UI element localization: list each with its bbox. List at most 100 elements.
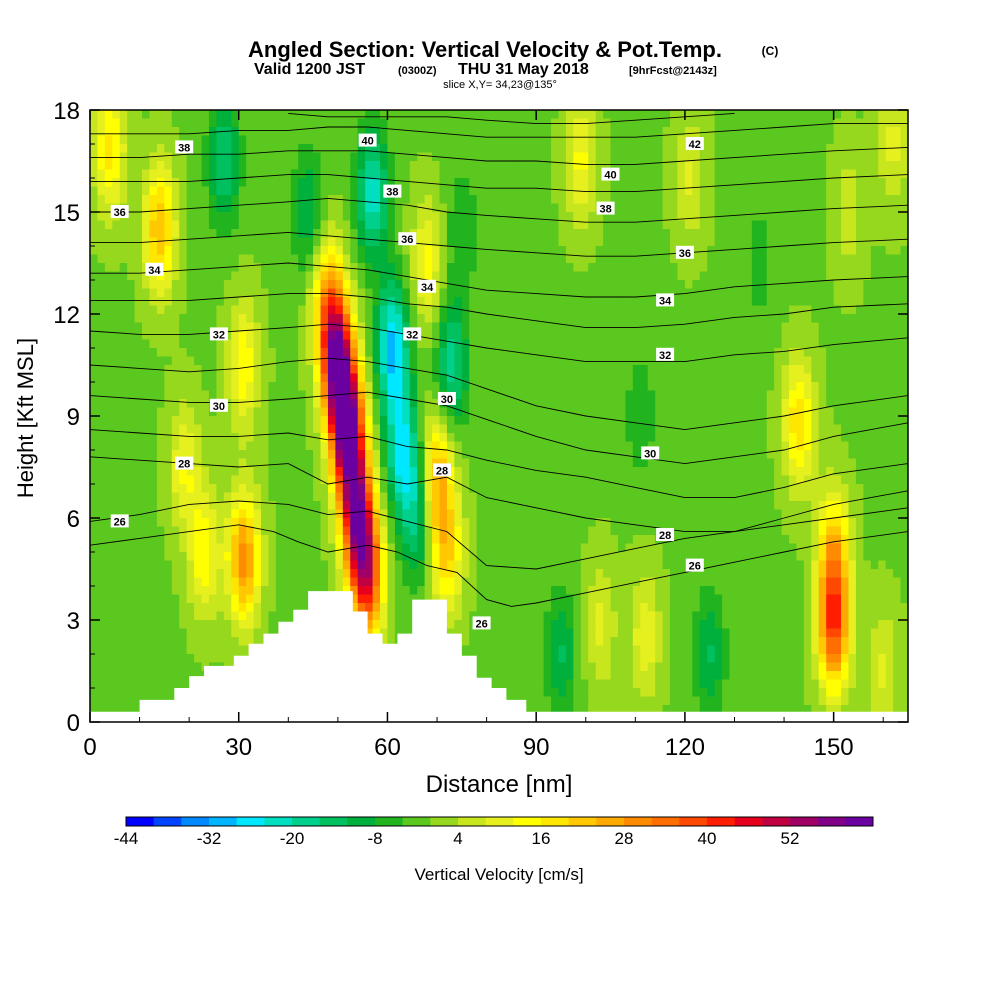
velocity-cell — [231, 365, 240, 375]
velocity-cell — [454, 518, 463, 528]
velocity-cell — [313, 484, 322, 494]
velocity-cell — [179, 229, 188, 239]
velocity-cell — [387, 467, 396, 477]
velocity-cell — [104, 671, 113, 681]
velocity-cell — [194, 220, 203, 230]
velocity-cell — [104, 152, 113, 162]
velocity-cell — [506, 433, 515, 443]
velocity-cell — [134, 433, 143, 443]
velocity-cell — [149, 161, 158, 171]
velocity-cell — [134, 484, 143, 494]
heatmap-field — [90, 110, 908, 722]
velocity-cell — [446, 501, 455, 511]
velocity-cell — [461, 535, 470, 545]
velocity-cell — [97, 492, 106, 502]
velocity-cell — [156, 688, 165, 698]
velocity-cell — [551, 314, 560, 324]
velocity-cell — [387, 203, 396, 213]
velocity-cell — [149, 535, 158, 545]
velocity-cell — [142, 271, 151, 281]
velocity-cell — [350, 169, 359, 179]
velocity-cell — [283, 348, 292, 358]
velocity-cell — [573, 526, 582, 536]
velocity-cell — [97, 118, 106, 128]
velocity-cell — [201, 416, 210, 426]
velocity-cell — [350, 586, 359, 596]
velocity-cell — [194, 492, 203, 502]
velocity-cell — [208, 348, 218, 358]
velocity-cell — [320, 135, 329, 145]
velocity-cell — [506, 297, 515, 307]
velocity-cell — [573, 237, 582, 247]
velocity-cell — [194, 271, 203, 281]
velocity-cell — [588, 645, 597, 655]
velocity-cell — [439, 339, 448, 349]
velocity-cell — [454, 620, 463, 630]
velocity-cell — [558, 501, 567, 511]
velocity-cell — [551, 543, 560, 553]
velocity-cell — [186, 569, 195, 579]
velocity-cell — [469, 178, 478, 188]
velocity-cell — [112, 365, 121, 375]
velocity-cell — [201, 637, 210, 647]
velocity-cell — [543, 135, 552, 145]
velocity-cell — [119, 441, 128, 451]
velocity-cell — [156, 144, 165, 154]
velocity-cell — [350, 331, 359, 341]
velocity-cell — [565, 501, 574, 511]
velocity-cell — [417, 229, 426, 239]
velocity-cell — [313, 271, 322, 281]
velocity-cell — [439, 263, 448, 273]
velocity-cell — [588, 509, 597, 519]
velocity-cell — [298, 475, 307, 485]
velocity-cell — [119, 365, 128, 375]
velocity-cell — [142, 314, 151, 324]
velocity-cell — [275, 535, 284, 545]
velocity-cell — [543, 382, 552, 392]
velocity-cell — [588, 186, 597, 196]
velocity-cell — [558, 484, 567, 494]
velocity-cell — [275, 450, 284, 460]
velocity-cell — [164, 118, 173, 128]
velocity-cell — [372, 246, 381, 256]
velocity-cell — [603, 152, 612, 162]
velocity-cell — [208, 195, 218, 205]
velocity-cell — [305, 220, 314, 230]
velocity-cell — [528, 679, 537, 689]
velocity-cell — [499, 433, 508, 443]
velocity-cell — [201, 297, 210, 307]
velocity-cell — [424, 110, 433, 120]
velocity-cell — [432, 263, 441, 273]
velocity-cell — [454, 195, 463, 205]
velocity-cell — [551, 169, 560, 179]
velocity-cell — [156, 237, 165, 247]
velocity-cell — [186, 263, 195, 273]
velocity-cell — [179, 339, 188, 349]
velocity-cell — [156, 331, 165, 341]
velocity-cell — [238, 467, 247, 477]
velocity-cell — [365, 127, 374, 137]
velocity-cell — [194, 373, 203, 383]
velocity-cell — [588, 492, 597, 502]
velocity-cell — [365, 535, 374, 545]
velocity-cell — [305, 322, 314, 332]
velocity-cell — [238, 271, 247, 281]
velocity-cell — [335, 569, 344, 579]
velocity-cell — [268, 288, 277, 298]
velocity-cell — [543, 118, 552, 128]
velocity-cell — [580, 399, 589, 409]
velocity-cell — [595, 263, 604, 273]
velocity-cell — [164, 373, 173, 383]
velocity-cell — [275, 246, 284, 256]
velocity-cell — [499, 161, 508, 171]
velocity-cell — [432, 195, 441, 205]
velocity-cell — [372, 186, 381, 196]
velocity-cell — [580, 288, 589, 298]
velocity-cell — [394, 280, 403, 290]
velocity-cell — [580, 135, 589, 145]
velocity-cell — [380, 161, 389, 171]
velocity-cell — [104, 603, 113, 613]
velocity-cell — [380, 492, 389, 502]
velocity-cell — [491, 620, 500, 630]
velocity-cell — [573, 475, 582, 485]
